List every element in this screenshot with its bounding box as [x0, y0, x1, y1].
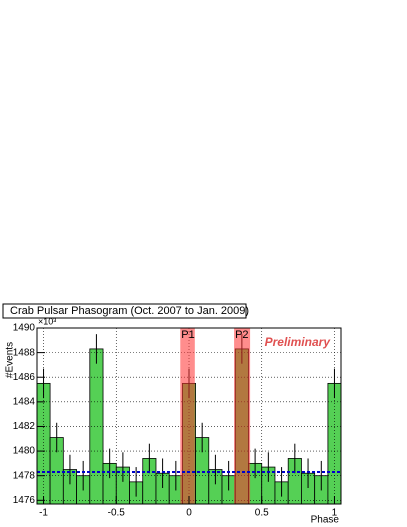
- y-tick-label: 1482: [13, 421, 36, 432]
- region-label: P2: [235, 329, 248, 341]
- y-tick-label: 1476: [13, 495, 36, 506]
- x-tick-label: 0.5: [255, 508, 269, 519]
- region-label: P1: [181, 329, 194, 341]
- x-tick-label: 0: [186, 508, 192, 519]
- y-tick-label: 1480: [13, 446, 36, 457]
- y-tick-label: 1484: [13, 396, 36, 407]
- phase-region: [234, 328, 251, 504]
- y-axis-label: #Events: [5, 342, 16, 378]
- bar: [327, 382, 342, 505]
- title-box: [2, 303, 247, 319]
- chart-title: Crab Pulsar Phasogram (Oct. 2007 to Jan.…: [10, 305, 249, 317]
- y-tick-label: 1488: [13, 347, 36, 358]
- y-tick-label: 1490: [13, 323, 36, 334]
- x-tick-label: 1: [332, 508, 338, 519]
- phase-region: [180, 328, 195, 504]
- x-axis-label: Phase: [311, 515, 340, 526]
- y-exponent: ×10³: [38, 316, 56, 326]
- y-tick-label: 1478: [13, 470, 36, 481]
- x-tick-label: -0.5: [108, 508, 126, 519]
- annotation: Preliminary: [265, 335, 332, 349]
- x-tick-label: -1: [39, 508, 48, 519]
- y-tick-label: 1486: [13, 372, 36, 383]
